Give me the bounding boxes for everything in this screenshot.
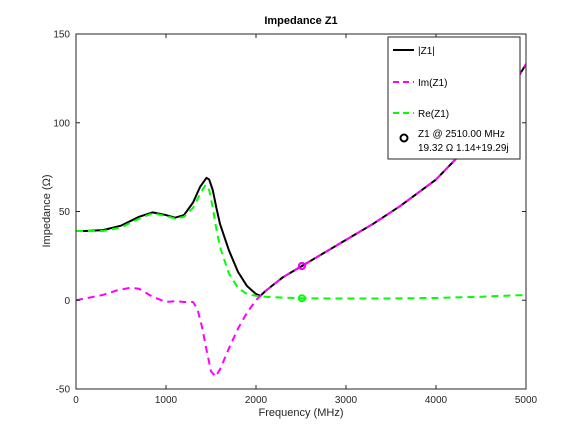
legend-entry-imag: Im(Z1) — [418, 78, 447, 89]
legend-marker-circle — [399, 133, 409, 143]
marker-point-real — [297, 294, 306, 303]
x-axis-label: Frequency (MHz) — [259, 407, 344, 419]
legend-entry-magnitude: |Z1| — [418, 46, 435, 57]
x-tick-label: 4000 — [425, 395, 448, 406]
legend: |Z1| Im(Z1) Re(Z1) Z1 @ 2510.00 MHz 19.3… — [387, 36, 521, 160]
x-tick-label: 0 — [73, 395, 79, 406]
marker-point-imag — [297, 262, 306, 271]
legend-marker-line1: Z1 @ 2510.00 MHz — [418, 129, 505, 140]
y-tick-label: 50 — [59, 207, 71, 218]
x-tick-label: 2000 — [245, 395, 268, 406]
legend-box — [387, 36, 521, 160]
chart-title: Impedance Z1 — [264, 15, 337, 27]
y-tick-label: -50 — [56, 385, 71, 396]
x-tick-label: 3000 — [335, 395, 358, 406]
legend-marker-line2: 19.32 Ω 1.14+19.29j — [418, 143, 509, 154]
x-tick-label: 1000 — [155, 395, 178, 406]
y-tick-label: 100 — [53, 118, 70, 129]
y-axis-label: Impedance (Ω) — [41, 174, 53, 247]
x-tick-label: 5000 — [515, 395, 538, 406]
series-line-imag — [76, 63, 526, 378]
y-tick-label: 150 — [53, 30, 70, 41]
y-tick-label: 0 — [64, 296, 70, 307]
series-line-real — [76, 183, 526, 300]
legend-entry-real: Re(Z1) — [418, 109, 449, 120]
